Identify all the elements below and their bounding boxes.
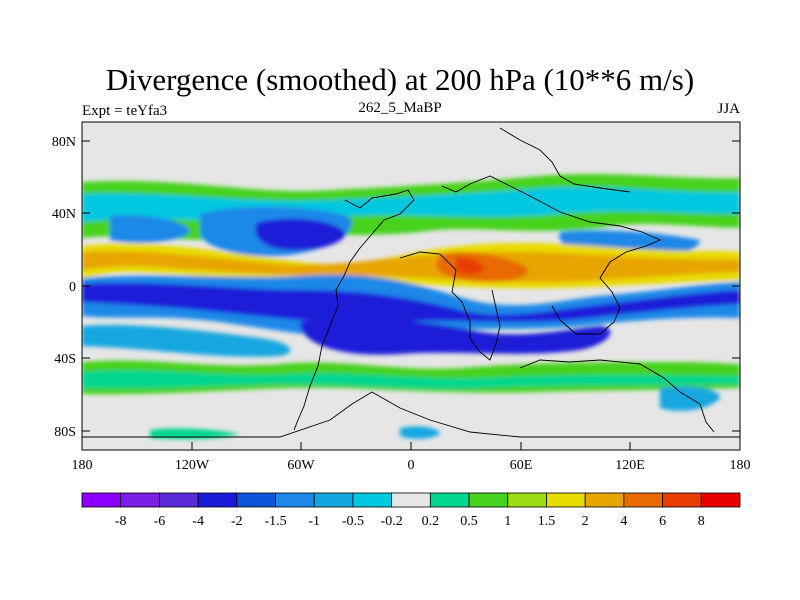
colorbar-swatch <box>700 492 741 508</box>
coastline-arctic <box>499 127 631 193</box>
lon-labels: 180 120W 60W 0 60E 120E 180 <box>72 458 751 473</box>
coastline-eurasia <box>441 175 662 335</box>
colorbar-label: -8 <box>115 514 127 529</box>
colorbar-label: 2 <box>582 514 589 529</box>
season-label: JJA <box>717 101 740 117</box>
colorbar-label: 1 <box>504 514 511 529</box>
coastline-americas <box>293 189 415 431</box>
colorbar-swatch <box>197 492 238 508</box>
colorbar-swatch <box>81 492 122 508</box>
lat-label-40s: 40S <box>54 352 76 367</box>
north-subtropic-core <box>255 218 346 251</box>
colorbar-label: 6 <box>659 514 666 529</box>
experiment-label: Expt = teYfa3 <box>82 103 168 119</box>
southern-convergence-core <box>300 318 611 355</box>
colorbar-label: 1.5 <box>538 514 556 529</box>
colorbar: -8 -6 -4 -2 -1.5 -1 -0.5 -0.2 0.2 0.5 1 1.5 2 4 6 8 <box>81 492 741 529</box>
colorbar-label: 0.5 <box>460 514 478 529</box>
lon-label-120w: 120W <box>175 458 210 473</box>
equatorial-convergence-core <box>82 283 740 324</box>
lon-label-0: 0 <box>408 458 415 473</box>
colorbar-label: -0.5 <box>342 514 364 529</box>
divergence-field <box>82 122 740 450</box>
colorbar-swatch <box>584 492 625 508</box>
colorbar-swatch <box>468 492 509 508</box>
colorbar-label: 0.2 <box>422 514 440 529</box>
lon-label-120e: 120E <box>615 458 645 473</box>
colorbar-swatch <box>623 492 663 508</box>
lat-label-80s: 80S <box>54 425 76 440</box>
colorbar-swatch <box>507 492 547 508</box>
lon-label-180w: 180 <box>72 458 93 473</box>
lon-ticks <box>81 442 741 450</box>
lat-ticks <box>82 140 740 432</box>
south-pacific-cyan <box>82 324 291 357</box>
coastlines <box>82 127 740 438</box>
coastline-africa <box>399 251 501 361</box>
colorbar-label: 4 <box>620 514 627 529</box>
africa-asia-core <box>456 257 484 275</box>
coastline-australia <box>519 359 715 433</box>
lat-labels: 80N 40N 0 40S 80S <box>52 135 76 440</box>
lat-label-0: 0 <box>69 280 76 295</box>
south-ocean-cyan <box>660 386 720 411</box>
colorbar-swatch <box>313 492 354 508</box>
colorbar-label: -1 <box>308 514 320 529</box>
lon-label-180e: 180 <box>730 458 751 473</box>
lat-label-80n: 80N <box>52 135 76 150</box>
lon-label-60w: 60W <box>287 458 315 473</box>
colorbar-label: -1.5 <box>264 514 286 529</box>
colorbar-swatch <box>275 492 315 508</box>
antarctic-green <box>150 428 240 440</box>
antarctic-cyan <box>400 426 440 439</box>
lat-label-40n: 40N <box>52 207 76 222</box>
colorbar-label: -2 <box>231 514 243 529</box>
colorbar-swatch <box>120 492 160 508</box>
colorbar-swatch <box>391 492 431 508</box>
colorbar-swatch <box>159 492 199 508</box>
tropical-divergence-orange <box>82 251 740 283</box>
run-id-label: 262_5_MaBP <box>358 100 442 116</box>
coastline-antarctica <box>82 391 740 438</box>
colorbar-label: 8 <box>698 514 705 529</box>
colorbar-swatch <box>662 492 702 508</box>
north-pacific-blue <box>110 215 190 243</box>
colorbar-swatch <box>352 492 393 508</box>
colorbar-swatch <box>236 492 276 508</box>
lon-label-60e: 60E <box>510 458 533 473</box>
colorbar-label: -4 <box>192 514 204 529</box>
colorbar-label: -0.2 <box>381 514 403 529</box>
colorbar-swatch <box>546 492 586 508</box>
plot-title: Divergence (smoothed) at 200 hPa (10**6 … <box>105 62 695 97</box>
colorbar-swatch <box>429 492 470 508</box>
colorbar-label: -6 <box>154 514 166 529</box>
south-midlat-green2 <box>82 370 740 389</box>
